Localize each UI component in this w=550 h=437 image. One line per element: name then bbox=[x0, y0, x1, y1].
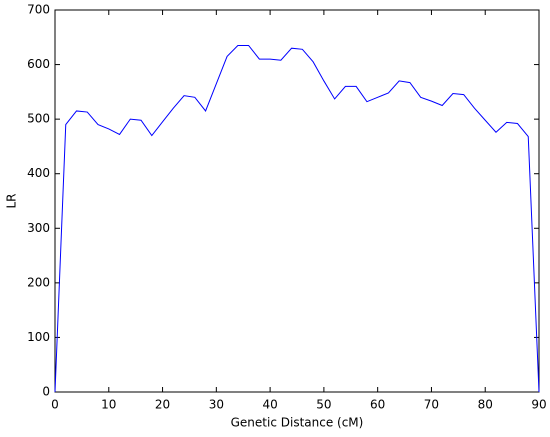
x-tick-label: 80 bbox=[478, 398, 493, 412]
plot-frame bbox=[54, 9, 540, 393]
x-axis-label: Genetic Distance (cM) bbox=[231, 416, 364, 430]
x-tick-label: 30 bbox=[209, 398, 224, 412]
y-tick-label: 500 bbox=[27, 112, 50, 126]
x-tick-label: 20 bbox=[155, 398, 170, 412]
x-tick-label: 0 bbox=[51, 398, 59, 412]
y-tick-label: 700 bbox=[27, 3, 50, 17]
x-tick-label: 40 bbox=[262, 398, 277, 412]
y-tick-label: 300 bbox=[27, 221, 50, 235]
y-tick-label: 0 bbox=[42, 385, 50, 399]
x-tick-label: 50 bbox=[316, 398, 331, 412]
y-tick-label: 200 bbox=[27, 275, 50, 289]
x-tick-label: 10 bbox=[101, 398, 116, 412]
x-tick-label: 70 bbox=[424, 398, 439, 412]
x-tick-label: 90 bbox=[531, 398, 546, 412]
x-tick-label: 60 bbox=[370, 398, 385, 412]
y-tick-label: 100 bbox=[27, 330, 50, 344]
data-line bbox=[54, 44, 540, 393]
y-axis-label: LR bbox=[5, 193, 19, 208]
y-tick-label: 400 bbox=[27, 166, 50, 180]
y-tick-label: 600 bbox=[27, 57, 50, 71]
